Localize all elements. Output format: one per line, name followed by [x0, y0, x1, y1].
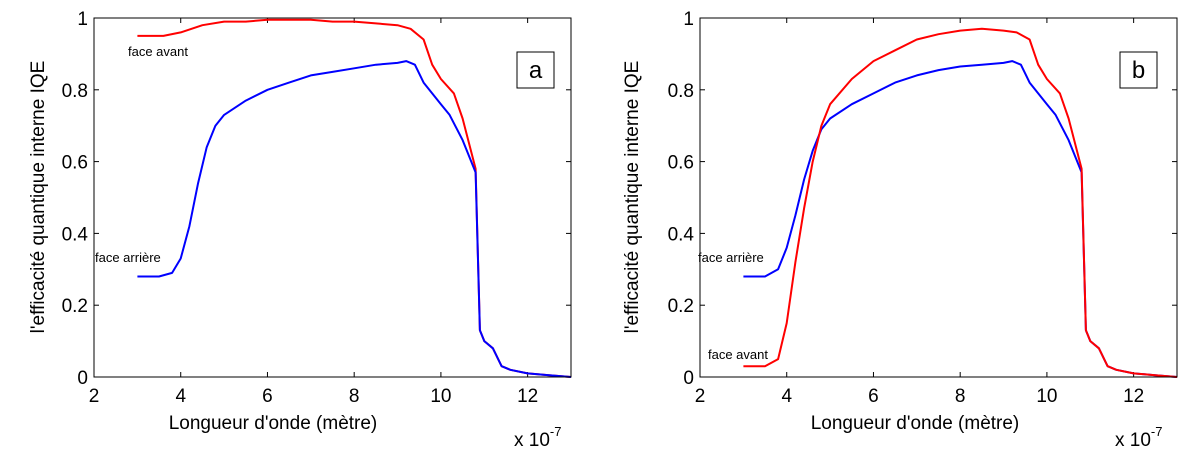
panel-a-xlabel: Longueur d'onde (mètre): [169, 413, 378, 434]
panel-a-xtick-label-3: 8: [349, 386, 360, 407]
panel-b-ytick-label-5: 1: [683, 9, 694, 30]
panel-b-lines: [743, 27, 1178, 378]
panel-b-xlabel: Longueur d'onde (mètre): [811, 413, 1020, 434]
panel-b-xtick-label-4: 10: [1036, 386, 1057, 407]
panel-a-label-box: [516, 51, 555, 89]
panel-b-ytick-label-2: 0.4: [668, 224, 695, 245]
panel-a-label: a: [529, 57, 543, 84]
panel-a-annotation-face-avant: face avant: [128, 44, 188, 59]
panel-b: 2 4 6 8 10 12 0 0.2 0.4 0.6 0.8 1 Longueur d'onde (…: [622, 9, 1178, 450]
panel-b-xtick-label-1: 4: [781, 386, 792, 407]
panel-b-label: b: [1132, 57, 1145, 84]
panel-b-xscale-base: x 10: [1115, 430, 1151, 450]
panel-a-series-face-arriere-line: [137, 60, 572, 378]
panel-a-xtick-label-0: 2: [89, 386, 100, 407]
panel-a-ylabel: l'efficacité quantique interne IQE: [28, 61, 49, 334]
panel-b-label-box: [1119, 51, 1158, 89]
panel-a-ytick-label-0: 0: [77, 368, 88, 389]
panel-a-xscale: x 10-7: [514, 424, 561, 450]
panel-b-xtick-label-0: 2: [695, 386, 706, 407]
panel-b-ylabel: l'efficacité quantique interne IQE: [622, 61, 643, 334]
panel-b-annotation-face-avant: face avant: [708, 347, 768, 362]
panel-a-xscale-base: x 10: [514, 430, 550, 450]
panel-a-annotation-face-arriere: face arrière: [95, 250, 161, 265]
panel-a-series-face-avant-line: [137, 18, 572, 378]
panel-b-ticks: [699, 17, 1177, 378]
panel-b-ytick-label-4: 0.8: [668, 81, 694, 102]
panel-b-ytick-label-1: 0.2: [668, 296, 694, 317]
panel-a-xtick-label-4: 10: [430, 386, 451, 407]
panel-a-ytick-label-3: 0.6: [62, 153, 88, 174]
panel-a-frame: [93, 17, 572, 378]
panel-b-xscale: x 10-7: [1115, 424, 1162, 450]
panel-b-xtick-label-3: 8: [955, 386, 966, 407]
panel-a: 2 4 6 8 10 12 0 0.2 0.4 0.6 0.8 1 Longueur d'onde (…: [28, 9, 572, 450]
panel-a-xscale-exp: -7: [550, 424, 562, 439]
panel-a-xtick-label-1: 4: [175, 386, 186, 407]
panel-b-series-face-arriere-line: [743, 60, 1178, 378]
panel-a-xtick-label-5: 12: [517, 386, 538, 407]
panel-a-lines: [137, 18, 572, 378]
panel-a-tick-labels: 2 4 6 8 10 12 0 0.2 0.4 0.6 0.8 1: [62, 9, 539, 407]
panel-b-xscale-exp: -7: [1151, 424, 1163, 439]
panel-b-ytick-label-3: 0.6: [668, 153, 694, 174]
panel-b-series-face-avant-line: [743, 27, 1178, 378]
panel-b-xtick-label-2: 6: [868, 386, 879, 407]
panel-a-ytick-label-5: 1: [77, 9, 88, 30]
panel-b-xtick-label-5: 12: [1123, 386, 1144, 407]
panel-b-annotation-face-arriere: face arrière: [698, 250, 764, 265]
panel-a-ytick-label-1: 0.2: [62, 296, 88, 317]
panel-b-tick-labels: 2 4 6 8 10 12 0 0.2 0.4 0.6 0.8 1: [668, 9, 1145, 407]
panel-a-ytick-label-4: 0.8: [62, 81, 88, 102]
panel-b-ytick-label-0: 0: [683, 368, 694, 389]
panel-a-xtick-label-2: 6: [262, 386, 273, 407]
panel-b-frame: [699, 17, 1178, 378]
panel-a-ytick-label-2: 0.4: [62, 224, 89, 245]
